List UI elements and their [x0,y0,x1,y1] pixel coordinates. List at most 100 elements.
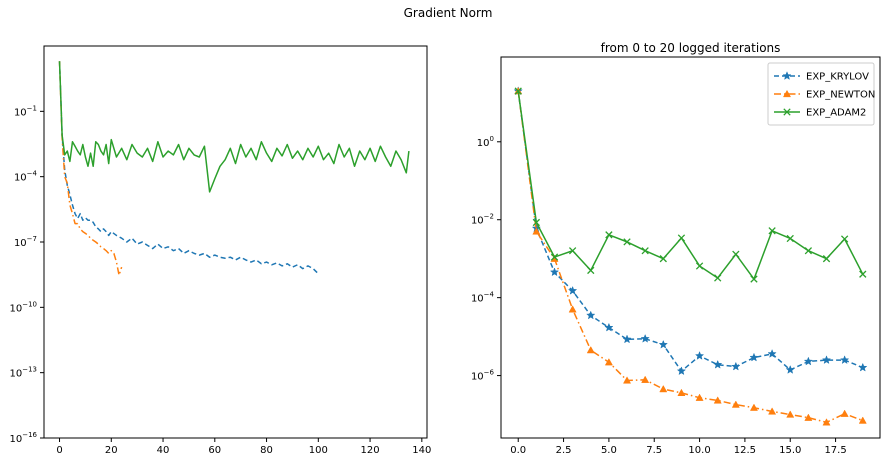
right-marker-triangle [768,407,777,415]
right-xtick-label: 0.0 [510,445,526,456]
right-xtick-label: 2.5 [556,445,572,456]
right-xtick-label: 12.5 [734,445,756,456]
right-ytick-base: 10 [471,294,484,305]
right-marker-triangle [641,375,650,383]
right-marker-star [713,359,723,369]
left-xtick-label: 60 [208,445,221,456]
right-marker-star [767,349,777,358]
right-series-line [517,91,864,424]
right-marker-star [622,334,632,344]
right-marker-star [803,356,814,366]
right-marker-triangle [695,393,704,401]
left-ytick-label: 10−4 [14,170,38,184]
right-marker-x [859,270,867,278]
right-ytick-base: 10 [471,372,484,383]
right-marker-x [804,247,813,255]
right-ticks: 0.0 2.5 5.0 7.5 10.0 12.5 15.0 17.510010−210−41… [471,135,847,456]
left-ytick-label: 10−7 [14,235,37,249]
right-ytick-label: 10−6 [471,369,495,383]
left-ytick-base: 10 [14,238,27,249]
right-marker-triangle [659,384,668,393]
right-marker-x [532,218,541,227]
left-xtick-label: 0 [56,445,62,456]
right-marker-x [786,234,794,243]
right-legend: EXP_KRYLOV EXP_NEWTON EXP_ADAM2 [767,62,875,126]
left-xtick-label: 80 [260,445,273,456]
left-ytick-base: 10 [14,173,27,184]
left-ytick-exponent: −16 [22,431,37,439]
right-panel: from 0 to 20 logged iterations 0.0 2.5 5.0… [471,41,881,456]
right-marker-x [641,247,649,255]
left-ytick-exponent: −13 [22,366,37,374]
right-marker-star [586,310,596,320]
right-ytick-base: 10 [477,138,490,149]
right-marker-x [659,255,667,263]
legend-entry: EXP_KRYLOV [774,71,869,83]
right-ytick-exponent: −2 [484,213,494,221]
left-ytick-base: 10 [14,107,27,118]
right-marker-triangle [532,227,541,235]
left-ytick-base: 10 [9,303,22,314]
right-marker-star [839,355,850,365]
right-xtick-label: 17.5 [824,445,846,456]
right-marker-x [750,275,758,283]
left-xtick-label: 140 [412,445,431,456]
right-marker-star [694,350,705,360]
right-ytick-label: 10−2 [471,213,494,227]
right-ytick-exponent: 0 [490,135,494,143]
right-marker-triangle [586,346,595,354]
right-marker-x [677,234,686,242]
right-series [513,86,868,426]
right-marker-triangle [677,388,686,396]
right-marker-x [568,247,577,255]
left-series-exp-newton [58,61,123,276]
right-ytick-exponent: −6 [484,369,495,377]
left-ytick-exponent: −4 [27,170,38,178]
right-ytick-label: 100 [477,135,494,149]
right-marker-star [549,267,560,277]
right-marker-star [658,339,668,349]
right-marker-triangle [822,418,831,426]
right-marker-star [640,333,650,343]
right-marker-x [695,262,704,270]
left-series [58,61,410,276]
right-marker-triangle [858,416,867,424]
right-series-exp-newton [514,86,867,426]
right-marker-star [785,364,795,374]
right-ytick-label: 10−4 [471,291,495,305]
right-marker-triangle [731,400,740,408]
right-marker-star [676,366,687,376]
right-marker-x [768,227,776,235]
right-marker-triangle [623,376,632,384]
left-series-line [58,61,410,193]
right-series-line [517,91,864,372]
left-xtick-label: 100 [309,445,328,456]
right-xtick-label: 10.0 [688,445,710,456]
legend-marker-x [783,108,791,116]
left-series-line [58,61,123,276]
left-series-line [58,61,319,275]
right-ytick-base: 10 [471,216,484,227]
right-marker-triangle [786,410,795,418]
legend-label: EXP_NEWTON [806,90,875,101]
right-marker-star [858,362,868,372]
right-marker-triangle [568,305,577,313]
right-marker-x [623,238,631,246]
right-marker-triangle [749,403,758,411]
legend-marker-triangle [782,89,792,98]
left-series-exp-krylov [58,61,319,275]
left-panel: 0 20 40 60 80 100 120 14010−110−410−710−1010−13… [9,45,431,456]
left-ytick-label: 10−13 [9,366,37,380]
left-ticks: 0 20 40 60 80 100 120 14010−110−410−710−1010−13… [9,104,431,456]
right-marker-x [840,235,849,243]
right-marker-star [749,352,759,362]
right-axes-frame [500,56,881,439]
legend-entry: EXP_NEWTON [774,90,875,101]
right-marker-star [821,355,832,365]
legend-label: EXP_KRYLOV [806,72,869,83]
right-panel-title: from 0 to 20 logged iterations [601,41,781,55]
legend-entry: EXP_ADAM2 [774,108,866,119]
right-series-exp-adam2 [514,87,867,283]
